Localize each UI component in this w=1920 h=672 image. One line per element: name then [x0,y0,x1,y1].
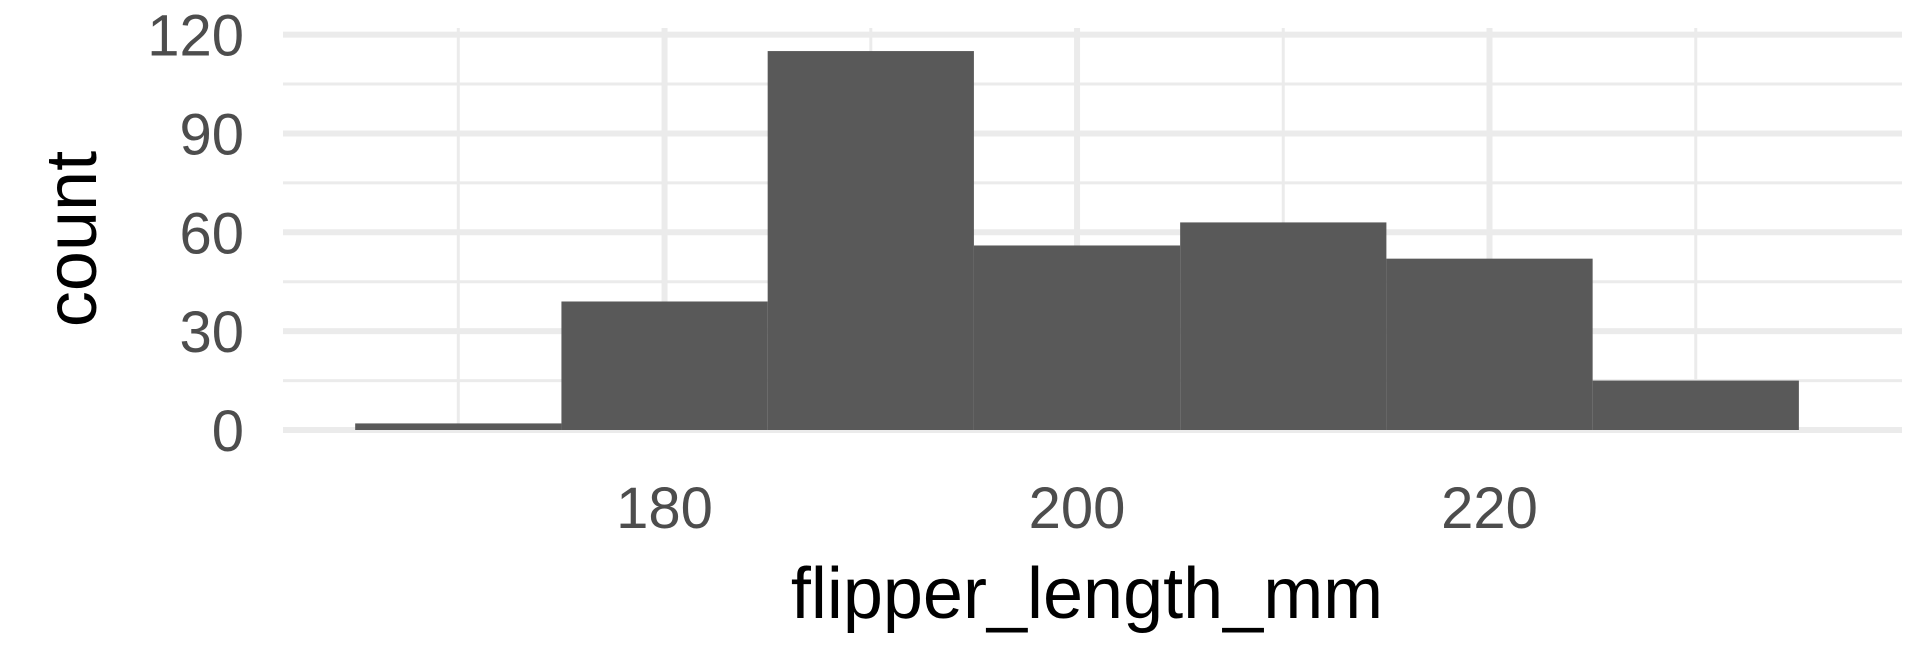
y-axis-title: count [32,151,112,327]
x-tick-label: 220 [1441,476,1538,541]
histogram-bar [1180,222,1387,430]
y-tick-label: 60 [179,201,244,266]
y-tick-label: 90 [179,102,244,167]
histogram-bar [561,301,768,430]
y-tick-label: 30 [179,300,244,365]
histogram-bar [973,245,1181,430]
histogram-bar [767,51,974,430]
histogram-bar [1592,380,1799,430]
histogram-bar [1386,258,1593,430]
x-tick-label: 180 [616,476,713,541]
x-tick-label: 200 [1029,476,1126,541]
y-axis-ticks: 0 30 60 90 120 [147,4,244,464]
histogram-bars [355,51,1799,430]
x-axis-title: flipper_length_mm [791,554,1383,634]
x-axis-ticks: 180 200 220 [616,476,1538,541]
y-tick-label: 120 [147,4,244,69]
histogram-bar [355,423,562,430]
y-tick-label: 0 [212,399,244,464]
